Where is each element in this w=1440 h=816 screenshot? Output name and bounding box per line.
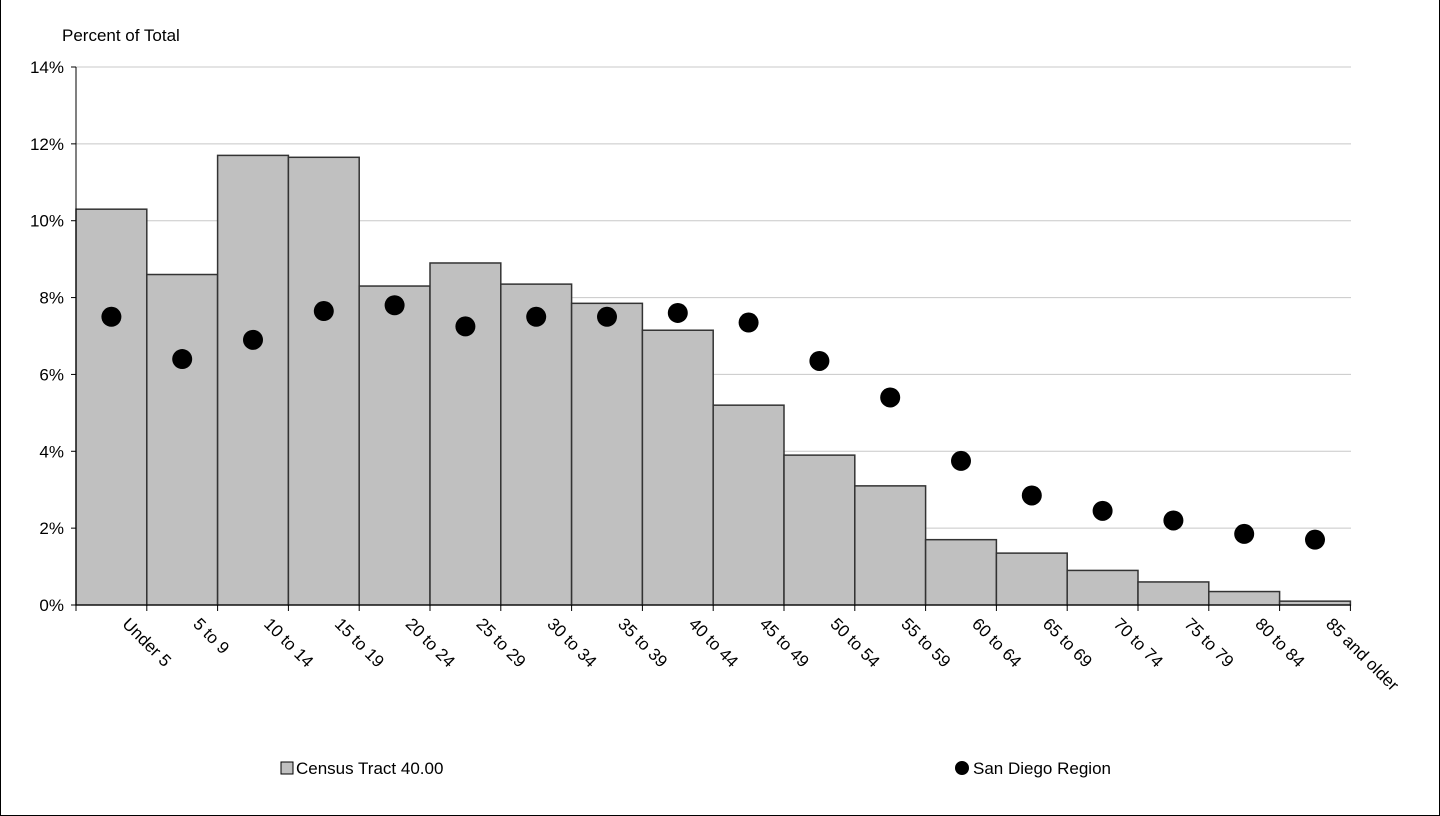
legend-label-census-tract: Census Tract 40.00	[296, 759, 443, 778]
bar-16	[1208, 590, 1281, 606]
bar-10	[783, 454, 856, 606]
y-tick-label-12: 12%	[30, 135, 64, 154]
marker-14	[1092, 500, 1113, 521]
marker-2	[243, 329, 263, 350]
marker-0	[101, 306, 122, 327]
marker-4	[384, 295, 405, 316]
bar-12	[924, 538, 998, 606]
bar-4	[358, 285, 431, 606]
bar-5	[429, 262, 502, 606]
bar-6	[500, 283, 573, 606]
y-axis-title: Percent of Total	[62, 26, 180, 45]
marker-6	[526, 306, 547, 327]
legend-marker-san-diego	[955, 761, 969, 775]
bar-2	[216, 154, 290, 606]
marker-15	[1163, 510, 1184, 531]
y-tick-label-8: 8%	[39, 289, 64, 308]
marker-3	[313, 301, 334, 322]
marker-13	[1021, 485, 1042, 506]
bar-8	[641, 329, 714, 606]
marker-10	[809, 350, 830, 371]
marker-11	[880, 387, 901, 408]
marker-5	[455, 316, 476, 337]
axes	[71, 66, 1351, 611]
bar-9	[712, 404, 785, 606]
marker-9	[738, 312, 759, 333]
y-tick-label-10: 10%	[30, 212, 64, 231]
bar-0	[75, 208, 148, 606]
legend-swatch-census-tract	[280, 761, 294, 775]
marker-7	[597, 306, 617, 327]
marker-17	[1305, 529, 1325, 550]
y-tick-label-6: 6%	[39, 365, 64, 384]
marker-12	[951, 450, 971, 471]
bar-14	[1066, 569, 1139, 606]
marker-1	[172, 349, 193, 370]
bar-1	[146, 273, 219, 606]
bar-7	[570, 302, 644, 606]
legend: Census Tract 40.00 San Diego Region	[280, 759, 1111, 778]
marker-16	[1234, 523, 1255, 544]
bar-15	[1137, 581, 1210, 606]
markers	[101, 295, 1325, 550]
y-tick-label-14: 14%	[30, 58, 64, 77]
y-tick-label-2: 2%	[39, 519, 64, 538]
bar-13	[995, 552, 1068, 606]
bars	[75, 154, 1352, 606]
bar-11	[854, 485, 927, 606]
y-tick-label-4: 4%	[39, 442, 64, 461]
bar-17	[1278, 600, 1352, 606]
y-axis-ticks: 0% 2% 4% 6% 8% 10% 12% 14%	[30, 58, 64, 615]
legend-label-san-diego: San Diego Region	[973, 759, 1111, 778]
y-tick-label-0: 0%	[39, 596, 64, 615]
marker-8	[667, 302, 688, 323]
bar-3	[287, 156, 360, 606]
